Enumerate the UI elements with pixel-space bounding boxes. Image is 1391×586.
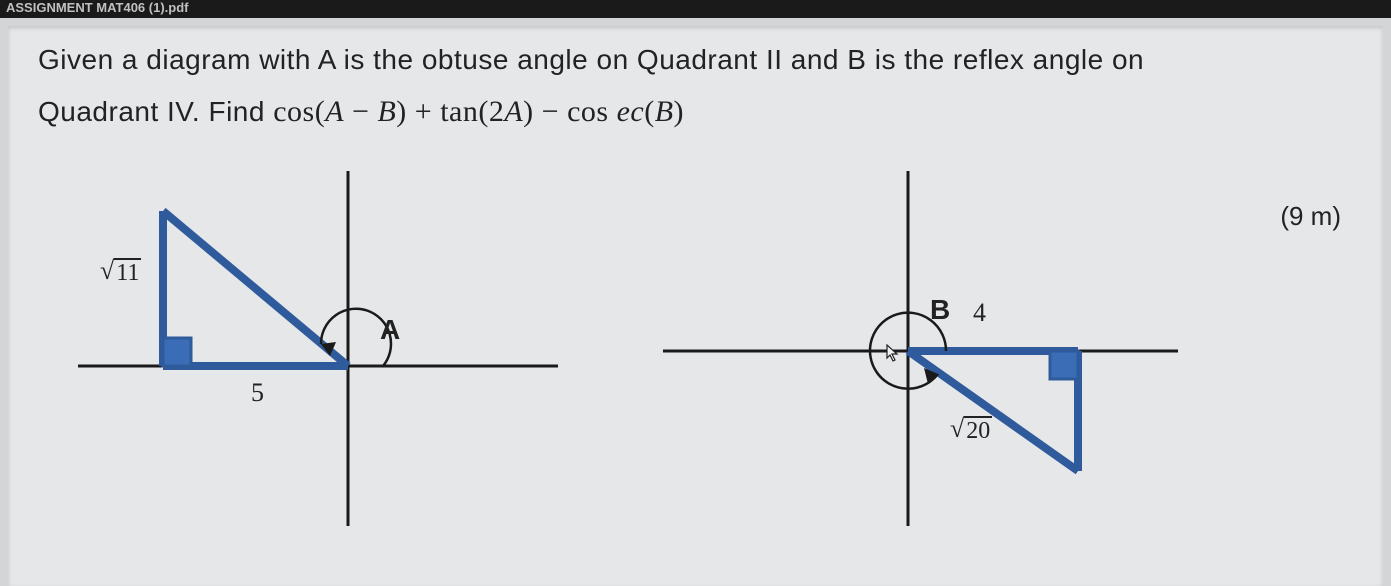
problem-line1: Given a diagram with A is the obtuse ang… (38, 38, 1353, 81)
tab-bar: ASSIGNMENT MAT406 (1).pdf (0, 0, 1391, 18)
label-sqrt11: √11 (100, 258, 141, 286)
problem-line2: Quadrant IV. Find cos(A − B) + tan(2A) −… (38, 89, 1353, 136)
diagram-area: √11 A 5 B 4 √20 (38, 146, 1353, 526)
diagram-a (58, 156, 578, 536)
problem-text-2: Quadrant IV. Find (38, 96, 273, 127)
document-page: Given a diagram with A is the obtuse ang… (8, 26, 1383, 586)
tab-title: ASSIGNMENT MAT406 (1).pdf (6, 0, 189, 15)
label-angle-b: B (930, 294, 950, 326)
label-sqrt20: √20 (950, 416, 992, 444)
problem-text-1: Given a diagram with A is the obtuse ang… (38, 44, 1144, 75)
label-4: 4 (973, 298, 986, 328)
label-angle-a: A (380, 314, 400, 346)
label-5: 5 (251, 378, 264, 408)
diagram-b (638, 156, 1198, 536)
cursor-icon (886, 344, 902, 367)
math-expression: cos(A − B) + tan(2A) − cos ec(B) (273, 95, 684, 128)
